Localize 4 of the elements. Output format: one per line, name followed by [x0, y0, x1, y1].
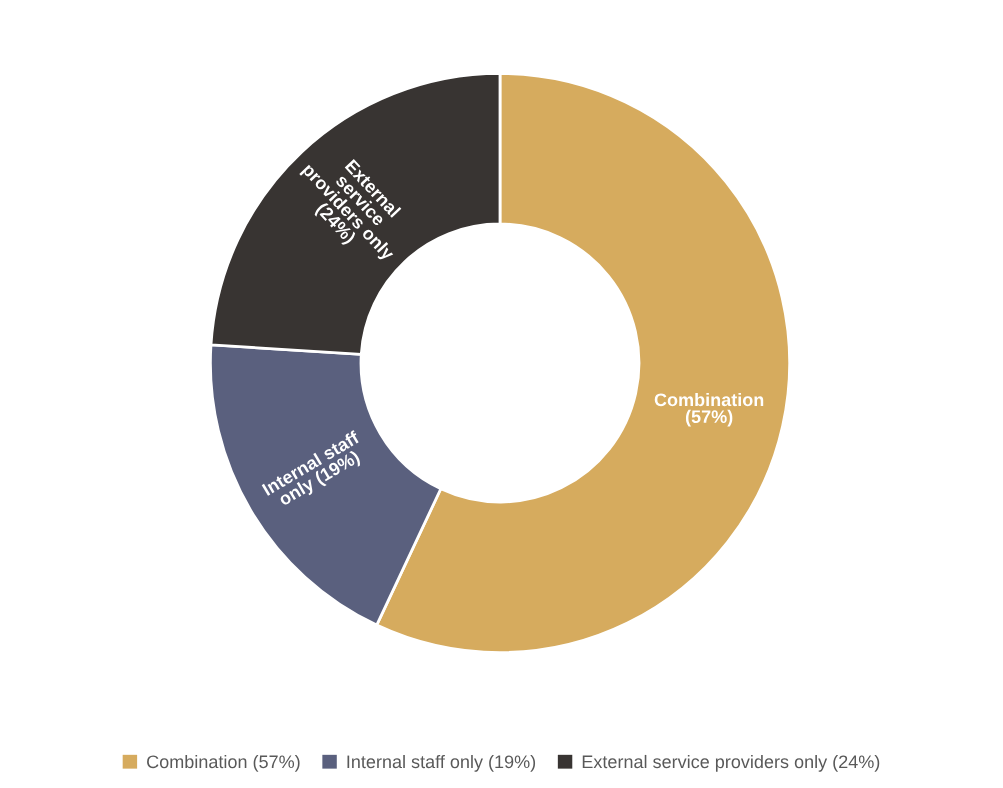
legend-label: External service providers only (24%) [582, 754, 880, 772]
legend-label: Internal staff only (19%) [347, 754, 536, 772]
data-label: Combination (57%) [654, 392, 764, 427]
legend-label: Combination (57%) [147, 754, 300, 772]
